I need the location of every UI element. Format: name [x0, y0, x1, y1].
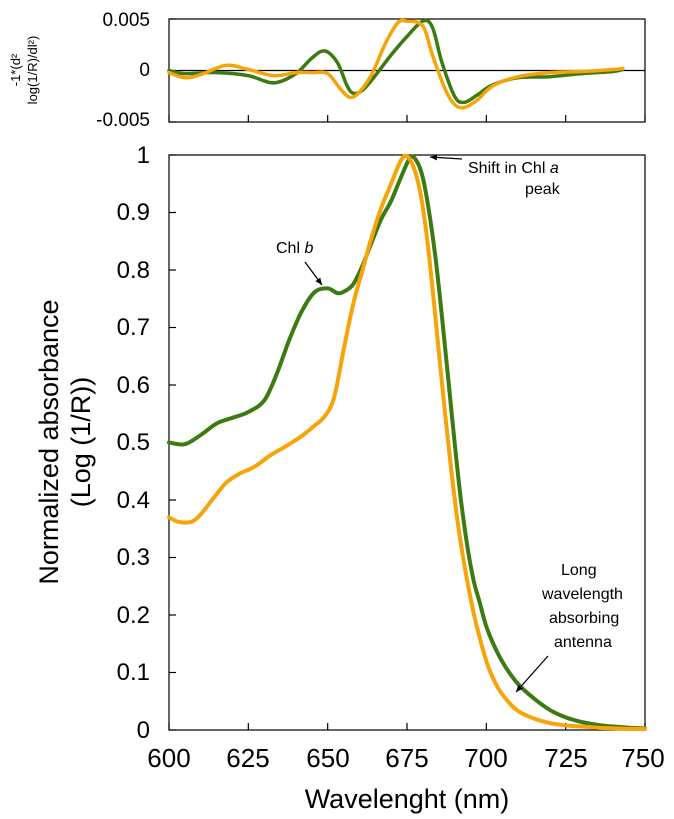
absorbance-series	[167, 153, 647, 731]
absorbance-ytick-label: 1	[137, 142, 150, 169]
chl-a-shift-annotation: Shift in Chl a peak	[429, 154, 561, 198]
derivative-ytick-label: 0.005	[102, 10, 150, 31]
absorbance-ytick-label: 0.2	[117, 602, 150, 629]
absorbance-xtick-label: 750	[621, 743, 664, 773]
absorbance-xtick-label: 700	[464, 743, 507, 773]
chl-b-label: Chl b	[276, 240, 313, 257]
chl-b-arrow	[304, 261, 323, 286]
y-axis-title-line1: Normalized absorbance	[34, 299, 64, 584]
chl-a-shift-label-line1: Shift in Chl a	[468, 160, 559, 177]
absorbance-series-line-green	[167, 154, 647, 731]
absorbance-ytick-label: 0.3	[117, 544, 150, 571]
absorbance-ytick-label: 0.8	[117, 257, 150, 284]
derivative-ylabel: -1*(d² log(1/R)/dl²)	[8, 36, 40, 105]
y-axis-title-line2: (Log (1/R))	[66, 377, 96, 508]
derivative-panel: 0.005 0 -0.005 -1*(d² log(1/R)/dl²)	[8, 10, 646, 131]
long-wavelength-annotation: Long wavelength absorbing antenna	[515, 562, 623, 693]
absorbance-series-line-orange	[167, 153, 647, 731]
derivative-ylabel-line1: -1*(d²	[8, 53, 23, 86]
absorbance-xtick-label: 725	[544, 743, 587, 773]
lwaa-label-line4: antenna	[554, 634, 612, 651]
absorbance-panel: 0 0.1 0.2 0.3 0.4 0.5 0.6 0.7 0.8 0.9 1 …	[34, 142, 665, 814]
absorbance-ytick-label: 0.7	[117, 314, 150, 341]
absorbance-ytick-label: 0	[137, 717, 150, 744]
chl-a-shift-label-line2: peak	[525, 181, 561, 198]
derivative-series-line-orange	[167, 18, 625, 110]
lwaa-label-line1: Long	[561, 562, 597, 579]
absorbance-xtick-label: 625	[226, 743, 269, 773]
absorbance-ytick-label: 0.1	[117, 659, 150, 686]
absorbance-ytick-label: 0.6	[117, 372, 150, 399]
chl-a-shift-arrow	[429, 154, 463, 161]
absorbance-xtick-label: 650	[306, 743, 349, 773]
absorbance-xtick-label: 600	[147, 743, 190, 773]
absorbance-xtick-label: 675	[385, 743, 428, 773]
absorbance-ytick-label: 0.4	[117, 487, 150, 514]
absorbance-ytick-label: 0.5	[117, 429, 150, 456]
derivative-ylabel-line2: log(1/R)/dl²)	[25, 36, 40, 105]
absorbance-ytick-label: 0.9	[117, 199, 150, 226]
lwaa-arrow	[515, 655, 549, 693]
derivative-series	[167, 18, 645, 110]
derivative-ytick-label: 0	[139, 60, 150, 81]
chl-b-annotation: Chl b	[276, 240, 323, 286]
derivative-series-line-green	[167, 18, 625, 105]
derivative-ytick-label: -0.005	[96, 110, 150, 131]
y-axis-title: Normalized absorbance (Log (1/R))	[34, 299, 96, 584]
lwaa-label-line2: wavelength	[541, 586, 623, 603]
x-axis-title: Wavelenght (nm)	[305, 784, 510, 814]
lwaa-label-line3: absorbing	[549, 610, 619, 627]
